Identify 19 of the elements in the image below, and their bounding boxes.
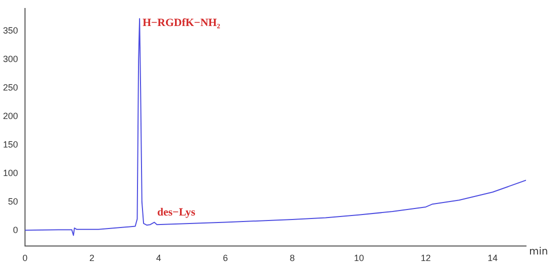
x-tick-label: 4: [156, 253, 162, 264]
y-tick-label: 300: [2, 54, 18, 64]
annotation: H−RGDfK−NH₂: [142, 16, 221, 29]
annotation: des−Lys: [157, 206, 196, 219]
x-axis-title: min: [529, 246, 548, 258]
x-tick-label: 12: [420, 253, 431, 264]
y-tick-label: 150: [2, 139, 18, 150]
x-tick-label: 6: [222, 253, 228, 264]
x-tick-label: 8: [290, 253, 295, 264]
y-tick-label: 0: [13, 224, 18, 235]
y-tick-label: 250: [2, 82, 18, 93]
y-tick-label: 50: [8, 196, 18, 206]
x-tick-label: 2: [89, 253, 94, 264]
y-tick-label: 100: [2, 168, 18, 178]
y-tick-label: 350: [2, 26, 18, 36]
x-tick-label: 10: [354, 253, 364, 264]
x-tick-label: 0: [22, 253, 28, 264]
x-tick-label: 14: [488, 253, 498, 264]
y-tick-label: 200: [2, 110, 18, 121]
